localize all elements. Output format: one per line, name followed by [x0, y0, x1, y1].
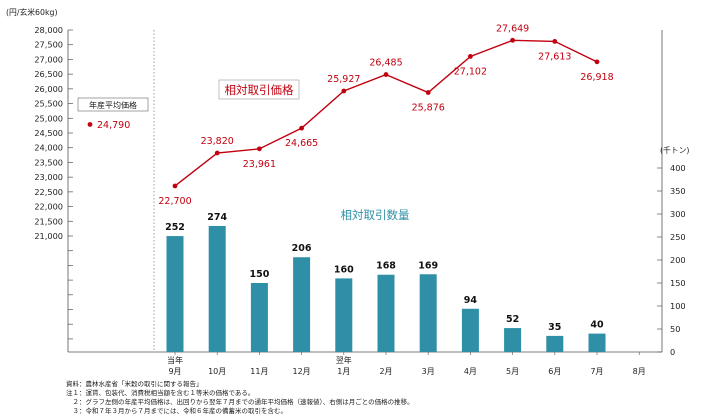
price-data-label: 27,649 [496, 23, 529, 34]
x-tick-label: 1月 [337, 367, 350, 376]
price-point [510, 37, 515, 43]
volume-data-label: 150 [249, 269, 269, 280]
x-tick-label: 2月 [379, 367, 392, 376]
volume-bar [293, 257, 311, 352]
right-tick-label: 200 [670, 255, 686, 265]
left-tick-label: 23,500 [34, 157, 63, 167]
volume-data-label: 274 [207, 212, 227, 223]
price-point [299, 125, 304, 131]
x-tick-label: 10月 [208, 367, 226, 376]
price-data-label: 22,700 [158, 196, 191, 207]
price-point [214, 150, 220, 156]
left-tick-label: 22,500 [34, 187, 63, 197]
left-tick-label: 24,500 [34, 128, 63, 138]
chart-labels: 252 274 150 206 160 168 169 94 52 35 40 相対取引数量 22,70… [77, 23, 614, 333]
annual-average-label: 年産平均価格 [89, 100, 137, 110]
price-data-label: 26,918 [580, 72, 613, 83]
volume-bar [419, 274, 437, 352]
right-tick-label: 250 [670, 232, 686, 242]
volume-data-label: 35 [548, 322, 561, 333]
left-tick-label: 27,500 [34, 40, 63, 50]
volume-bar [461, 308, 479, 352]
volume-data-label: 168 [376, 261, 396, 272]
price-line [87, 37, 600, 189]
volume-bar [335, 278, 353, 352]
price-point [552, 38, 558, 44]
source-note: 資料：農林水産省「米穀の取引に関する報告」 [66, 380, 203, 388]
volume-data-label: 52 [506, 314, 519, 325]
note-3: ３：令和７年３月から７月までには、令和６年産の備蓄米の取引を含む。 [66, 407, 288, 415]
left-tick-label: 24,000 [34, 143, 63, 153]
volume-bar [504, 328, 522, 352]
x-period-label: 当年 [167, 355, 183, 365]
volume-bar [208, 225, 226, 352]
left-tick-label: 22,000 [34, 202, 63, 212]
volume-bars [166, 225, 606, 352]
right-tick-label: 100 [670, 301, 686, 311]
price-point [172, 183, 178, 189]
x-tick-label: 6月 [548, 367, 561, 376]
price-point [341, 88, 347, 94]
price-data-label: 23,820 [201, 136, 234, 147]
volume-bar [588, 333, 606, 352]
price-point [425, 90, 431, 95]
left-tick-label: 27,000 [34, 54, 63, 64]
volume-series-label: 相対取引数量 [341, 208, 410, 222]
volume-data-label: 206 [292, 243, 312, 254]
price-data-label: 24,665 [285, 138, 318, 149]
volume-data-label: 252 [165, 222, 185, 233]
annual-label-box [77, 97, 149, 112]
right-tick-label: 150 [670, 278, 686, 288]
price-point [594, 59, 600, 65]
note-1: 注１：運賃、包装代、消費税相当額を含む１等米の価格である。 [66, 389, 255, 397]
left-tick-label: 26,500 [34, 69, 63, 79]
price-series-label-box [218, 79, 300, 100]
left-tick-label: 21,500 [34, 216, 63, 226]
price-data-label: 25,876 [412, 103, 445, 114]
left-axis-unit: (円/玄米60kg) [6, 7, 58, 17]
volume-bar [166, 236, 184, 352]
x-tick-label: 12月 [293, 367, 311, 376]
left-tick-label: 28,000 [34, 25, 63, 35]
x-tick-label: 7月 [590, 367, 603, 376]
annual-average-value: 24,790 [97, 120, 130, 131]
price-series-label: 相対取引価格 [225, 83, 294, 97]
x-period-label: 翌年 [336, 355, 352, 365]
right-tick-label: 50 [670, 324, 680, 334]
annual-average-point [87, 122, 93, 127]
x-tick-label: 3月 [422, 367, 435, 376]
right-tick-label: 0 [670, 347, 675, 357]
price-data-label: 27,613 [538, 51, 571, 62]
left-tick-label: 26,000 [34, 84, 63, 94]
price-point [468, 54, 473, 59]
note-2: ２：グラフ左側の年産平均価格は、出回りから翌年７月までの通年平均価格（速報値）、… [66, 398, 414, 406]
left-tick-label: 25,000 [34, 113, 63, 123]
right-axis-unit: (千トン) [660, 145, 689, 155]
left-tick-label: 21,000 [34, 231, 63, 241]
right-tick-label: 300 [670, 209, 686, 219]
left-tick-label: 25,500 [34, 99, 63, 109]
price-data-label: 23,961 [243, 159, 276, 170]
price-data-label: 27,102 [454, 66, 487, 77]
volume-bar [377, 274, 395, 352]
x-tick-label: 8月 [633, 367, 646, 376]
x-tick-label: 4月 [464, 367, 477, 376]
volume-data-label: 94 [464, 295, 478, 306]
right-tick-label: 350 [670, 186, 686, 196]
right-tick-label: 400 [670, 163, 686, 173]
x-tick-label: 11月 [250, 367, 268, 376]
volume-data-label: 160 [334, 264, 354, 275]
volume-bar [546, 335, 564, 352]
volume-data-label: 169 [418, 260, 438, 271]
price-data-label: 26,485 [369, 58, 402, 69]
price-point [383, 72, 389, 77]
left-tick-label: 23,000 [34, 172, 63, 182]
volume-bar [250, 283, 268, 352]
x-tick-label: 9月 [168, 367, 181, 376]
volume-data-label: 40 [590, 320, 604, 331]
x-tick-label: 5月 [506, 367, 519, 376]
price-point [257, 146, 262, 152]
price-data-label: 25,927 [327, 74, 360, 85]
